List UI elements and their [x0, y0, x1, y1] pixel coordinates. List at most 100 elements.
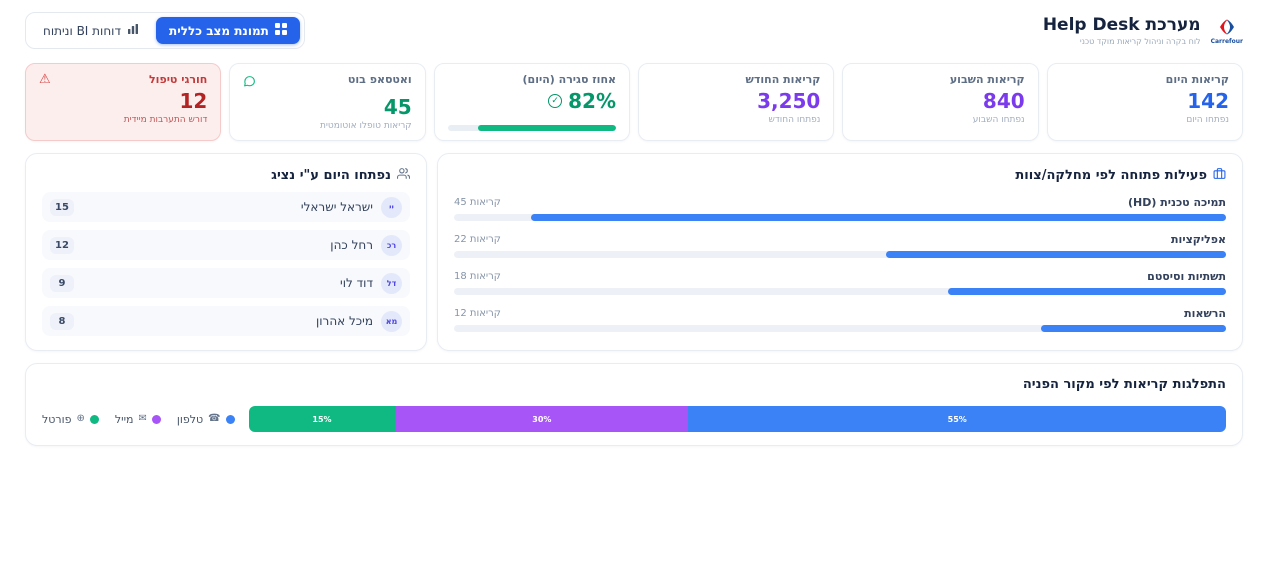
kpi-card-closure-rate: אחוז סגירה (היום) 82% ✓	[433, 63, 631, 141]
kpi-value: 840	[982, 89, 1025, 113]
agent-count-badge: 12	[50, 236, 74, 254]
agent-count-badge: 15	[50, 198, 74, 216]
brand: Carrefour מערכת Help Desk לוח בקרה וניהו…	[1043, 15, 1243, 46]
agent-name: מיכל אהרון	[316, 314, 373, 328]
dept-count: 12 קריאות	[454, 308, 501, 319]
mail-icon: ✉	[138, 413, 147, 424]
header: Carrefour מערכת Help Desk לוח בקרה וניהו…	[25, 12, 1243, 49]
sources-legend: ☎ טלפון ✉ מייל ⊕ פורטל	[42, 413, 235, 426]
closure-value-row: 82% ✓	[448, 89, 616, 113]
dept-bar-fill-1	[886, 251, 1226, 258]
kpi-sublabel: דורש התערבות מיידית	[123, 115, 208, 125]
sources-card-header: התפלגות קריאות לפי מקור הפניה	[42, 377, 1226, 392]
kpi-label: קריאות החודש	[745, 73, 821, 86]
check-circle-icon: ✓	[548, 94, 563, 108]
kpi-value: 12	[179, 89, 208, 113]
legend-item-phone: ☎ טלפון	[177, 413, 235, 426]
kpi-label: קריאות היום	[1165, 73, 1229, 86]
kpi-label: ואטסאפ בוט	[347, 73, 412, 86]
kpi-value: 3,250	[757, 89, 821, 113]
dept-count: 18 קריאות	[454, 271, 501, 282]
dept-name: תשתיות וסיסטם	[1147, 270, 1226, 283]
dept-count: 45 קריאות	[454, 197, 501, 208]
source-distribution-bar: 55% 30% 15%	[248, 406, 1226, 432]
chat-bubble-icon	[243, 73, 256, 92]
avatar: דל	[381, 272, 402, 294]
warning-icon: ⚠	[39, 72, 51, 87]
tab-overview[interactable]: תמונת מצב כללית	[156, 17, 300, 44]
segment-percent: 55%	[947, 414, 967, 424]
segment-percent: 30%	[532, 414, 552, 424]
brand-name: Carrefour	[1210, 38, 1243, 45]
tab-bi-reports[interactable]: דוחות BI וניתוח	[30, 17, 152, 44]
agent-name: ישראל ישראלי	[300, 200, 373, 214]
source-segment-0: 55%	[688, 406, 1226, 432]
kpi-card-whatsapp-bot: ואטסאפ בוט 45 קריאות טופלו אוטומטית	[229, 63, 426, 141]
kpi-sublabel: נפתחו היום	[1186, 115, 1229, 125]
agent-row: רכ רחל כהן 12	[42, 230, 410, 260]
page-title: מערכת Help Desk	[1042, 15, 1201, 35]
kpi-sublabel: נפתחו החודש	[768, 115, 821, 125]
agent-count-badge: 9	[50, 274, 74, 292]
tab-overview-label: תמונת מצב כללית	[169, 23, 269, 38]
agents-opened-today-card: נפתחו היום ע"י נציג יי ישראל ישראלי 15 ר…	[25, 153, 427, 351]
dept-name: אפליקציות	[1171, 233, 1226, 246]
kpi-card-calls-today: קריאות היום 142 נפתחו היום	[1046, 63, 1243, 141]
carrefour-logo: Carrefour	[1211, 16, 1243, 45]
kpi-label: אחוז סגירה (היום)	[522, 73, 617, 86]
briefcase-icon	[1213, 167, 1226, 184]
departments-card-header: פעילות פתוחה לפי מחלקה/צוות	[454, 167, 1226, 184]
kpi-sublabel: נפתחו השבוע	[972, 115, 1025, 125]
middle-row: פעילות פתוחה לפי מחלקה/צוות תמיכה טכנית …	[25, 153, 1243, 351]
page-subtitle: לוח בקרה וניהול קריאות מוקד טכני	[1079, 37, 1201, 46]
phone-icon: ☎	[208, 413, 221, 424]
dept-row: תשתיות וסיסטם 18 קריאות	[454, 270, 1226, 295]
closure-progress-fill	[478, 125, 617, 131]
call-sources-card: התפלגות קריאות לפי מקור הפניה 55% 30% 15…	[25, 363, 1243, 446]
dept-bar-fill-0	[531, 214, 1226, 221]
source-segment-2: 15%	[248, 406, 396, 432]
agent-row: דל דוד לוי 9	[42, 268, 410, 298]
source-segment-1: 30%	[395, 406, 689, 432]
departments-card-title: פעילות פתוחה לפי מחלקה/צוות	[1015, 168, 1207, 183]
agent-name: רחל כהן	[330, 238, 373, 252]
agent-row: מא מיכל אהרון 8	[42, 306, 410, 336]
dept-bar-track	[454, 214, 1226, 221]
kpi-card-calls-week: קריאות השבוע 840 נפתחו השבוע	[842, 63, 1039, 141]
avatar: מא	[381, 310, 402, 332]
kpi-value: 45	[383, 95, 412, 119]
legend-label: טלפון	[176, 412, 204, 426]
dept-row: תמיכה טכנית (HD) 45 קריאות	[454, 196, 1226, 221]
sources-card-title: התפלגות קריאות לפי מקור הפניה	[1022, 377, 1226, 392]
dept-bar-fill-3	[1040, 325, 1226, 332]
bar-chart-icon	[127, 23, 139, 38]
dept-bar-fill-2	[948, 288, 1226, 295]
legend-label: פורטל	[42, 412, 72, 426]
agent-row: יי ישראל ישראלי 15	[42, 192, 410, 222]
kpi-card-calls-month: קריאות החודש 3,250 נפתחו החודש	[638, 63, 835, 141]
kpi-label: חורגי טיפול	[149, 73, 208, 86]
agents-card-header: נפתחו היום ע"י נציג	[42, 167, 410, 184]
kpi-value: 142	[1187, 89, 1229, 113]
title-block: מערכת Help Desk לוח בקרה וניהול קריאות מ…	[1043, 15, 1201, 46]
carrefour-logo-icon	[1219, 19, 1234, 35]
users-icon	[397, 167, 410, 184]
agents-card-title: נפתחו היום ע"י נציג	[271, 168, 391, 183]
legend-item-portal: ⊕ פורטל	[42, 413, 99, 426]
kpi-label: קריאות השבוע	[949, 73, 1025, 86]
legend-dot-2	[89, 414, 99, 424]
legend-label: מייל	[114, 412, 134, 426]
departments-activity-card: פעילות פתוחה לפי מחלקה/צוות תמיכה טכנית …	[437, 153, 1243, 351]
grid-icon	[274, 23, 287, 38]
sources-row: 55% 30% 15% ☎ טלפון ✉ מייל ⊕ פור	[42, 406, 1226, 432]
agent-count-badge: 8	[50, 312, 74, 330]
legend-dot-0	[225, 414, 235, 424]
dept-name: הרשאות	[1184, 307, 1226, 320]
agent-name: דוד לוי	[340, 276, 373, 290]
dept-name: תמיכה טכנית (HD)	[1127, 196, 1226, 209]
closure-progress-track	[447, 125, 617, 131]
dept-bar-track	[454, 251, 1226, 258]
kpi-row: קריאות היום 142 נפתחו היום קריאות השבוע …	[25, 63, 1243, 141]
kpi-sublabel: קריאות טופלו אוטומטית	[319, 121, 412, 131]
